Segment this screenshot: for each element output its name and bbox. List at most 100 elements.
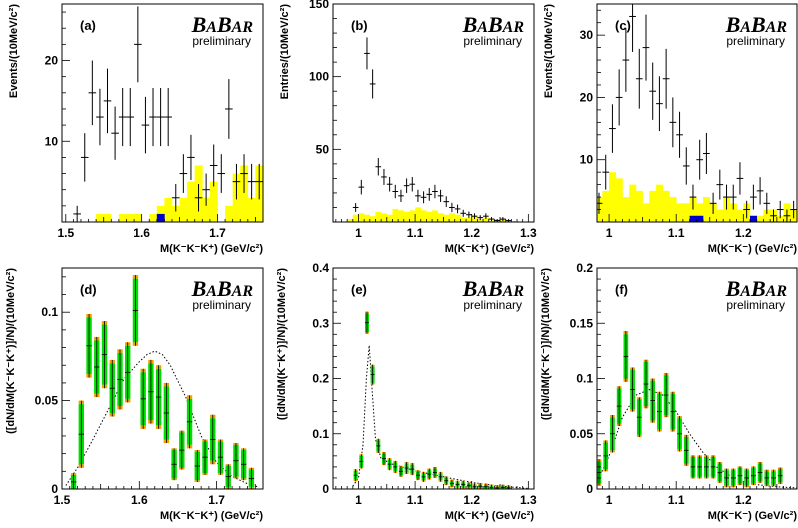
x-tick-label: 1: [355, 493, 362, 507]
background-histogram-bin: [602, 190, 610, 222]
preliminary-label: preliminary: [726, 298, 785, 312]
background-histogram-bin: [669, 197, 677, 222]
background-histogram-bin: [118, 213, 127, 222]
y-tick-label: 0.1: [41, 305, 58, 319]
babar-logo: BABAR: [462, 12, 525, 37]
background-histogram-bin: [415, 207, 422, 222]
y-tick-label: 0: [586, 482, 593, 496]
plot-area: [597, 330, 797, 489]
background-histogram-bin: [437, 213, 444, 222]
background-histogram-bin: [682, 203, 690, 222]
babar-logo: BABAR: [725, 12, 788, 37]
plot-frame: [61, 3, 264, 223]
y-axis-title: Events/(10MeV/c²): [8, 4, 20, 98]
x-tick-label: 1.2: [735, 226, 752, 240]
panel-tag: (a): [80, 18, 96, 33]
background-histogram-bin: [381, 213, 388, 222]
background-histogram-bin: [369, 216, 376, 222]
x-axis-title: M(K⁻K⁺) (GeV/c²): [445, 510, 535, 522]
background-histogram-bin: [134, 213, 142, 222]
background-histogram-bin: [649, 190, 657, 222]
plot-area: [73, 6, 263, 222]
background-histogram-bin: [202, 197, 211, 222]
background-histogram-bin: [392, 208, 399, 222]
background-histogram-bin: [103, 213, 112, 222]
background-histogram-bin: [364, 214, 371, 222]
background-histogram-bin: [443, 214, 450, 222]
babar-logo: BABAR: [725, 276, 788, 301]
background-histogram-bin: [763, 209, 771, 222]
background-histogram-bin: [171, 205, 180, 222]
y-tick-label: 0.2: [576, 261, 593, 275]
plot-area: [65, 275, 260, 489]
fit-curve: [65, 350, 260, 488]
background-histogram-bin: [409, 210, 416, 222]
background-histogram-bin: [179, 197, 188, 222]
background-histogram-bin: [209, 181, 218, 222]
panel-tag: (f): [615, 282, 628, 297]
background-histogram-bin: [126, 213, 135, 222]
plot-area: [347, 37, 518, 222]
x-tick-label: 1.1: [407, 226, 424, 240]
background-histogram-bin: [703, 197, 711, 222]
background-histogram-bin: [776, 215, 784, 222]
x-axis-title: M(K⁻K⁻) (GeV/c²): [708, 510, 798, 522]
y-tick-label: 20: [45, 54, 59, 68]
panel-tag: (e): [351, 282, 367, 297]
background-histogram-bin: [225, 205, 233, 222]
y-tick-label: 0.05: [570, 427, 594, 441]
background-histogram-bin: [449, 213, 456, 222]
background-histogram-bin: [676, 203, 684, 222]
background-histogram-bin: [187, 181, 196, 222]
x-axis-title: M(K⁻K⁻K⁺) (GeV/c²): [160, 510, 263, 522]
blue-histogram-bin: [750, 215, 758, 222]
x-tick-label: 1: [355, 226, 362, 240]
x-tick-label: 1.3: [520, 493, 537, 507]
y-tick-label: 0.1: [312, 427, 329, 441]
panel-tag: (b): [351, 18, 368, 33]
y-tick-label: 30: [580, 28, 594, 42]
background-histogram-bin: [164, 197, 173, 222]
blue-histogram-bin: [689, 215, 697, 222]
background-histogram-bin: [609, 172, 617, 222]
background-histogram-bin: [426, 211, 433, 222]
y-tick-label: 0.1: [576, 372, 593, 386]
background-histogram-bin: [420, 210, 427, 222]
background-histogram-bin: [629, 184, 637, 222]
plot-frame: [332, 3, 535, 223]
y-axis-title: Events/(10MeV/c²): [543, 4, 555, 98]
y-tick-label: 0: [51, 482, 58, 496]
background-histogram-bin: [375, 211, 382, 222]
y-tick-label: 0.2: [312, 372, 329, 386]
x-tick-label: 1.2: [463, 226, 480, 240]
y-tick-label: 0.05: [35, 394, 59, 408]
background-histogram-bin: [240, 165, 249, 222]
background-histogram-bin: [347, 219, 354, 222]
y-tick-label: 0.3: [312, 316, 329, 330]
y-axis-title: ([dN/dM(K⁻K⁻K⁺)]/N)/(10MeV/c²): [5, 268, 17, 434]
plot-area: [352, 311, 529, 489]
y-tick-label: 0.4: [312, 261, 329, 275]
background-histogram-bin: [635, 190, 643, 222]
y-axis-title: ([dN/dM(K⁻K⁺)]/N)/(10MeV/c²): [276, 268, 288, 420]
background-histogram-bin: [460, 217, 467, 222]
background-histogram-bin: [615, 178, 623, 222]
y-tick-label: 20: [580, 90, 594, 104]
y-tick-label: 0: [322, 482, 329, 496]
background-histogram-bin: [386, 214, 393, 222]
x-axis-title: M(K⁻K⁺) (GeV/c²): [445, 243, 535, 255]
background-histogram-bin: [622, 197, 630, 222]
panel-tag: (d): [80, 282, 97, 297]
panel-e: 1 1.1 1.2 1.3 0 0.1 0.2 0.3 0.4 M(K⁻K⁺) (GeV/c²) (…: [276, 261, 537, 522]
background-histogram-bin: [736, 209, 744, 222]
panel-b: 1 1.1 1.2 1.3 50 100 150 M(K⁻K⁺) (GeV/c²) Entrie…: [279, 0, 537, 255]
background-histogram-bin: [247, 197, 256, 222]
background-histogram-bin: [642, 203, 650, 222]
x-tick-label: 1.6: [131, 493, 148, 507]
x-tick-label: 1.7: [208, 493, 225, 507]
panel-d: 1.5 1.6 1.7 0 0.05 0.1 M(K⁻K⁻K⁺) (GeV/c²) ([dN/…: [5, 267, 264, 522]
background-histogram-bin: [756, 215, 764, 222]
background-histogram-bin: [358, 213, 365, 222]
y-tick-label: 10: [580, 153, 594, 167]
